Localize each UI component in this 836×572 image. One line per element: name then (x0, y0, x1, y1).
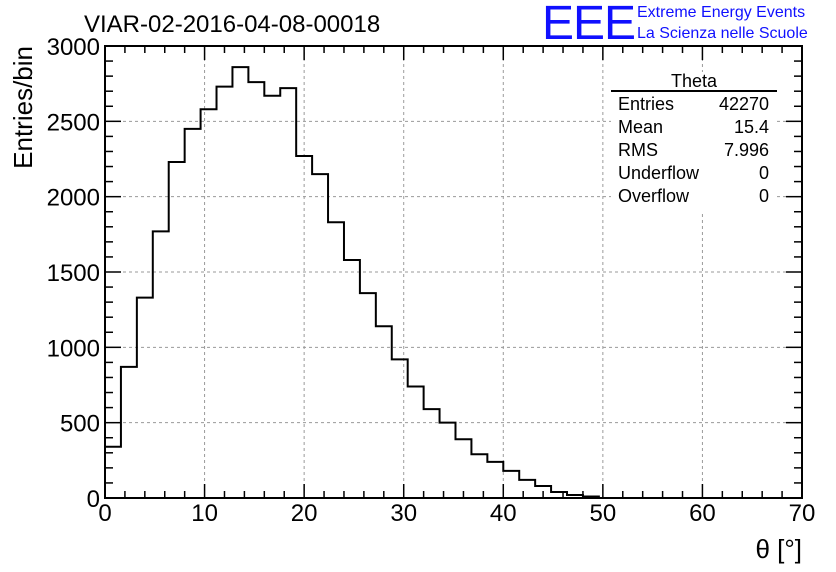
stats-value: 7.996 (723, 140, 769, 160)
y-tick-label: 2500 (47, 109, 100, 136)
x-tick-label: 30 (390, 500, 417, 527)
stats-label: Mean (618, 117, 664, 137)
stats-label: Entries (618, 94, 675, 114)
tick-labels: 0 10 20 30 40 50 60 70 0 500 1000 1500 2000 2500 3000 (47, 34, 816, 527)
stats-label: Underflow (618, 163, 700, 183)
x-tick-label: 20 (291, 500, 318, 527)
histogram-series (104, 66, 600, 498)
x-tick-label: 0 (98, 500, 111, 527)
y-tick-label: 1500 (47, 260, 100, 287)
stats-value: 42270 (718, 94, 769, 114)
x-tick-label: 10 (191, 500, 218, 527)
stats-title: Theta (670, 71, 718, 91)
stats-row-overflow: Overflow 0 (618, 186, 769, 209)
plot-title: VIAR-02-2016-04-08-00018 (84, 11, 381, 38)
stats-row-entries: Entries 42270 (618, 94, 769, 117)
logo-caption-line1: Extreme Energy Events (637, 4, 806, 21)
y-axis-label: Entries/bin (8, 46, 38, 169)
x-tick-label: 50 (590, 500, 617, 527)
axis-ticks (104, 45, 803, 499)
x-tick-label: 60 (689, 500, 716, 527)
y-tick-label: 500 (60, 411, 100, 438)
stats-row-mean: Mean 15.4 (618, 117, 769, 140)
logo-caption-line2: La Scienza nelle Scuole (637, 25, 808, 42)
stats-value: 0 (758, 163, 769, 183)
x-tick-label: 40 (490, 500, 517, 527)
stats-value: 0 (758, 186, 769, 206)
x-tick-label: 70 (789, 500, 816, 527)
stats-row-underflow: Underflow 0 (618, 163, 769, 186)
stats-value: 15.4 (733, 117, 769, 137)
y-tick-label: 3000 (47, 34, 100, 61)
x-axis-label: θ [°] (755, 534, 802, 564)
eee-logo: EEE (542, 0, 636, 50)
stats-box: Theta Entries 42270 Mean 15.4 RMS 7.996 … (611, 72, 777, 212)
stats-divider (611, 90, 777, 92)
y-tick-label: 0 (87, 486, 100, 513)
stats-label: Overflow (618, 186, 690, 206)
y-tick-label: 2000 (47, 185, 100, 212)
y-tick-label: 1000 (47, 335, 100, 362)
stats-label: RMS (618, 140, 658, 160)
stats-row-rms: RMS 7.996 (618, 140, 769, 163)
